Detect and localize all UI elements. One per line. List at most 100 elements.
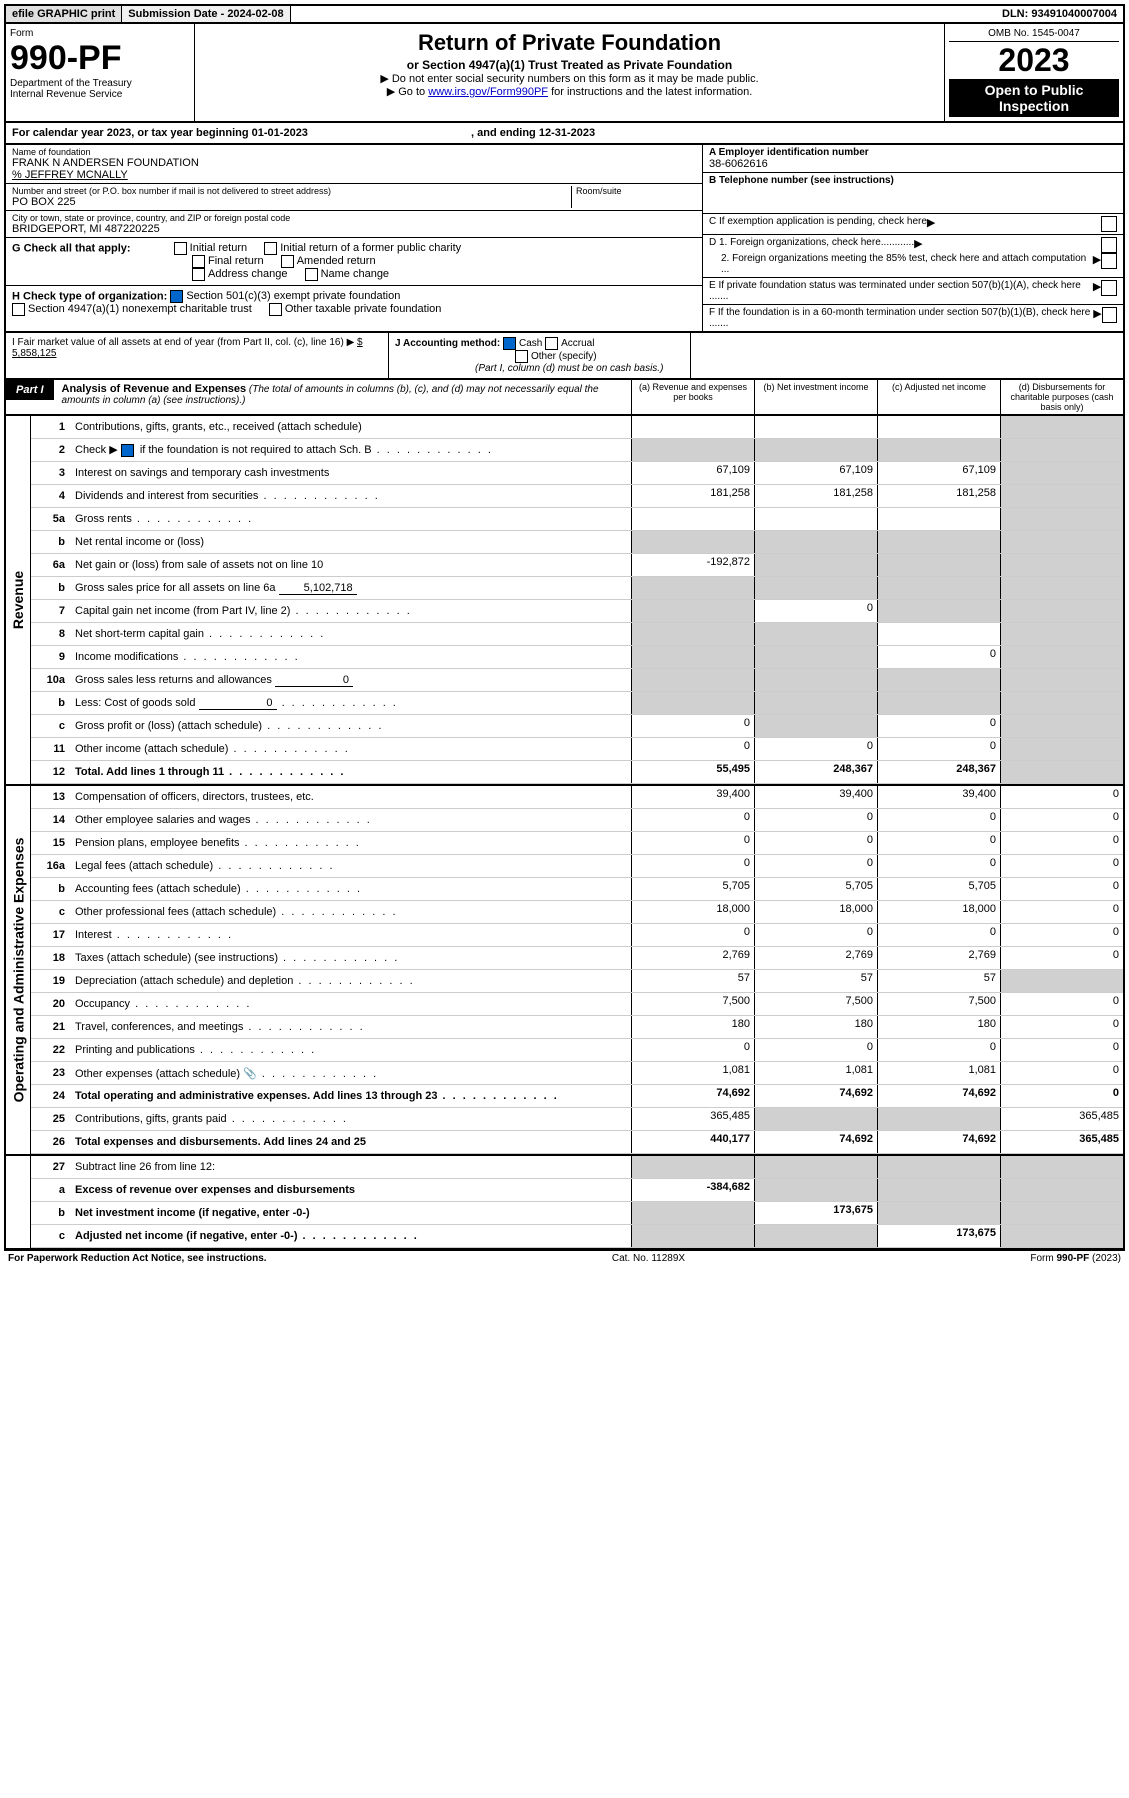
- info-left: Name of foundation FRANK N ANDERSEN FOUN…: [6, 145, 702, 331]
- c-checkbox[interactable]: [1101, 216, 1117, 232]
- table-row: 18Taxes (attach schedule) (see instructi…: [31, 947, 1123, 970]
- table-row: cAdjusted net income (if negative, enter…: [31, 1225, 1123, 1248]
- line27-block: 27Subtract line 26 from line 12:aExcess …: [4, 1156, 1125, 1250]
- table-row: 10aGross sales less returns and allowanc…: [31, 669, 1123, 692]
- cb-other-method[interactable]: Other (specify): [515, 351, 597, 362]
- attachment-icon[interactable]: 📎: [243, 1068, 257, 1080]
- phone-row: B Telephone number (see instructions): [703, 173, 1123, 214]
- omb-number: OMB No. 1545-0047: [949, 28, 1119, 42]
- part1-desc: Analysis of Revenue and Expenses (The to…: [54, 380, 631, 409]
- table-row: 21Travel, conferences, and meetings18018…: [31, 1016, 1123, 1039]
- cb-4947a1[interactable]: Section 4947(a)(1) nonexempt charitable …: [12, 303, 252, 315]
- irs-link[interactable]: www.irs.gov/Form990PF: [428, 86, 548, 98]
- table-row: 7Capital gain net income (from Part IV, …: [31, 600, 1123, 623]
- table-row: 27Subtract line 26 from line 12:: [31, 1156, 1123, 1179]
- c-row: C If exemption application is pending, c…: [703, 214, 1123, 235]
- section-h: H Check type of organization: Section 50…: [6, 286, 702, 320]
- cb-other-taxable[interactable]: Other taxable private foundation: [269, 303, 442, 315]
- expenses-side-label: Operating and Administrative Expenses: [6, 786, 31, 1154]
- cb-final-return[interactable]: Final return: [192, 255, 264, 267]
- form-label: Form: [10, 28, 190, 39]
- form-subtitle: or Section 4947(a)(1) Trust Treated as P…: [203, 58, 936, 72]
- d2-checkbox[interactable]: [1101, 253, 1117, 269]
- cb-initial-public[interactable]: Initial return of a former public charit…: [264, 242, 461, 254]
- d1-checkbox[interactable]: [1101, 237, 1117, 253]
- table-row: 26Total expenses and disbursements. Add …: [31, 1131, 1123, 1154]
- form-header: Form 990-PF Department of the Treasury I…: [4, 24, 1125, 123]
- table-row: 5aGross rents: [31, 508, 1123, 531]
- form-ref: Form 990-PF (2023): [1030, 1253, 1121, 1264]
- section-i: I Fair market value of all assets at end…: [6, 333, 389, 378]
- dept-label: Department of the Treasury Internal Reve…: [10, 78, 190, 100]
- table-row: 16aLegal fees (attach schedule)0000: [31, 855, 1123, 878]
- ij-row: I Fair market value of all assets at end…: [4, 333, 1125, 380]
- table-row: 14Other employee salaries and wages0000: [31, 809, 1123, 832]
- f-checkbox[interactable]: [1102, 307, 1117, 323]
- table-row: 20Occupancy7,5007,5007,5000: [31, 993, 1123, 1016]
- foundation-name-row: Name of foundation FRANK N ANDERSEN FOUN…: [6, 145, 702, 184]
- header-center: Return of Private Foundation or Section …: [195, 24, 945, 121]
- table-row: 8Net short-term capital gain: [31, 623, 1123, 646]
- table-row: cOther professional fees (attach schedul…: [31, 901, 1123, 924]
- table-row: bNet investment income (if negative, ent…: [31, 1202, 1123, 1225]
- table-row: aExcess of revenue over expenses and dis…: [31, 1179, 1123, 1202]
- table-row: 11Other income (attach schedule)000: [31, 738, 1123, 761]
- expenses-block: Operating and Administrative Expenses 13…: [4, 786, 1125, 1156]
- table-row: bLess: Cost of goods sold 0: [31, 692, 1123, 715]
- tax-year: 2023: [949, 42, 1119, 79]
- cb-cash[interactable]: Cash: [503, 338, 542, 349]
- footer: For Paperwork Reduction Act Notice, see …: [4, 1250, 1125, 1266]
- table-row: 15Pension plans, employee benefits0000: [31, 832, 1123, 855]
- f-row: F If the foundation is in a 60-month ter…: [703, 305, 1123, 331]
- table-row: 12Total. Add lines 1 through 1155,495248…: [31, 761, 1123, 784]
- table-row: 24Total operating and administrative exp…: [31, 1085, 1123, 1108]
- info-right: A Employer identification number 38-6062…: [702, 145, 1123, 331]
- header-note2: ▶ Go to www.irs.gov/Form990PF for instru…: [203, 85, 936, 98]
- table-row: 3Interest on savings and temporary cash …: [31, 462, 1123, 485]
- form-number: 990-PF: [10, 39, 190, 78]
- table-row: bAccounting fees (attach schedule)5,7055…: [31, 878, 1123, 901]
- revenue-side-label: Revenue: [6, 416, 31, 784]
- dln: DLN: 93491040007004: [996, 6, 1123, 22]
- cb-accrual[interactable]: Accrual: [545, 338, 594, 349]
- cb-address-change[interactable]: Address change: [192, 268, 288, 280]
- table-row: 19Depreciation (attach schedule) and dep…: [31, 970, 1123, 993]
- table-row: 9Income modifications0: [31, 646, 1123, 669]
- revenue-block: Revenue 1Contributions, gifts, grants, e…: [4, 416, 1125, 786]
- header-right: OMB No. 1545-0047 2023 Open to Public In…: [945, 24, 1123, 121]
- table-row: 4Dividends and interest from securities1…: [31, 485, 1123, 508]
- table-row: bGross sales price for all assets on lin…: [31, 577, 1123, 600]
- cb-name-change[interactable]: Name change: [305, 268, 390, 280]
- efile-label: efile GRAPHIC print: [6, 6, 122, 22]
- cb-501c3[interactable]: Section 501(c)(3) exempt private foundat…: [170, 290, 400, 302]
- ein-row: A Employer identification number 38-6062…: [703, 145, 1123, 173]
- part1-label: Part I: [6, 380, 54, 400]
- table-row: 13Compensation of officers, directors, t…: [31, 786, 1123, 809]
- street-row: Number and street (or P.O. box number if…: [6, 184, 702, 211]
- info-block: Name of foundation FRANK N ANDERSEN FOUN…: [4, 145, 1125, 333]
- section-j: J Accounting method: Cash Accrual Other …: [389, 333, 691, 378]
- table-row: 2Check ▶ if the foundation is not requir…: [31, 439, 1123, 462]
- city-row: City or town, state or province, country…: [6, 211, 702, 238]
- table-row: 25Contributions, gifts, grants paid365,4…: [31, 1108, 1123, 1131]
- cb-initial-return[interactable]: Initial return: [174, 242, 247, 254]
- table-row: cGross profit or (loss) (attach schedule…: [31, 715, 1123, 738]
- table-row: 22Printing and publications0000: [31, 1039, 1123, 1062]
- part1-header: Part I Analysis of Revenue and Expenses …: [4, 380, 1125, 416]
- table-row: bNet rental income or (loss): [31, 531, 1123, 554]
- calendar-year-line: For calendar year 2023, or tax year begi…: [4, 123, 1125, 145]
- section-g: G Check all that apply: Initial return I…: [6, 238, 702, 286]
- table-row: 23Other expenses (attach schedule) 📎1,08…: [31, 1062, 1123, 1085]
- d-row: D 1. Foreign organizations, check here..…: [703, 235, 1123, 278]
- submission-date: Submission Date - 2024-02-08: [122, 6, 290, 22]
- header-left: Form 990-PF Department of the Treasury I…: [6, 24, 195, 121]
- table-row: 17Interest0000: [31, 924, 1123, 947]
- form-title: Return of Private Foundation: [203, 30, 936, 56]
- cb-amended[interactable]: Amended return: [281, 255, 376, 267]
- e-checkbox[interactable]: [1101, 280, 1117, 296]
- section-f-dup: [691, 333, 1123, 378]
- header-note1: ▶ Do not enter social security numbers o…: [203, 72, 936, 85]
- top-bar: efile GRAPHIC print Submission Date - 20…: [4, 4, 1125, 24]
- e-row: E If private foundation status was termi…: [703, 278, 1123, 305]
- open-public: Open to Public Inspection: [949, 79, 1119, 117]
